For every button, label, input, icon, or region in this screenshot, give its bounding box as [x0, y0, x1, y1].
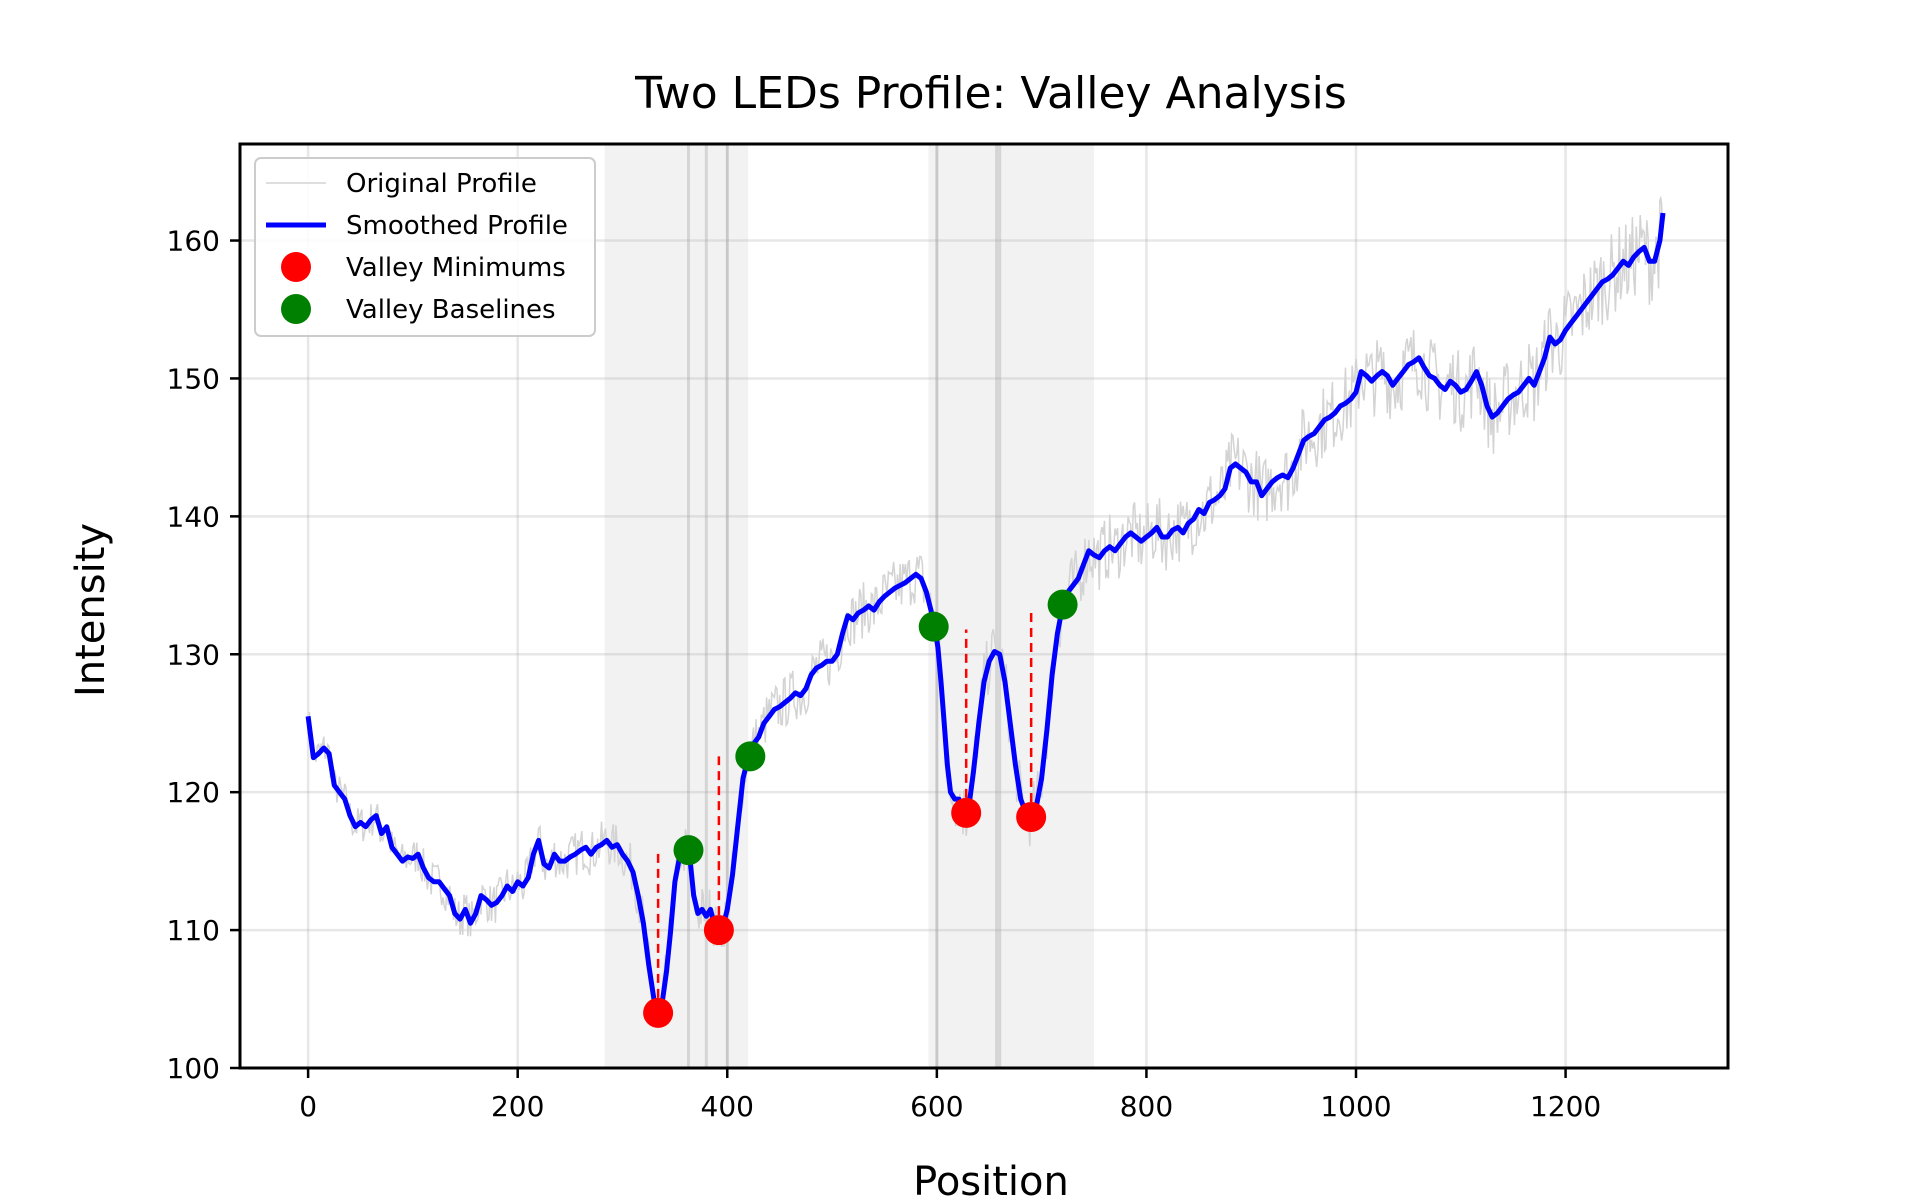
x-tick-label: 800 [1120, 1090, 1173, 1123]
legend-label: Original Profile [346, 169, 537, 199]
y-tick-label: 100 [167, 1052, 220, 1085]
x-tick-label: 600 [910, 1090, 963, 1123]
valley-baseline-point [673, 835, 704, 866]
chart-title: Two LEDs Profile: Valley Analysis [634, 68, 1347, 119]
y-tick-label: 110 [167, 914, 220, 947]
minimum-dash-lines [656, 610, 1033, 1013]
valley-minimum-point [951, 797, 982, 828]
x-tick-label: 200 [491, 1090, 544, 1123]
legend-label: Valley Baselines [346, 295, 556, 325]
x-axis-ticks: 0 200 400 600 800 1000 1200 [299, 1068, 1601, 1123]
legend-box [254, 157, 596, 337]
valley-minimum-point [1016, 802, 1047, 833]
valley-baseline-point [735, 741, 766, 772]
plot-frame [238, 142, 1730, 1070]
valley-minimum-point [643, 997, 674, 1028]
x-tick-label: 400 [701, 1090, 754, 1123]
legend-swatch-marker [281, 252, 311, 282]
y-tick-label: 160 [167, 225, 220, 258]
y-tick-label: 130 [167, 638, 220, 671]
x-tick-label: 1200 [1530, 1090, 1601, 1123]
legend-label: Valley Minimums [346, 253, 566, 283]
y-tick-label: 140 [167, 500, 220, 533]
legend-label: Smoothed Profile [346, 211, 568, 241]
valley-baseline-point [1047, 589, 1078, 620]
legend: Original Profile Smoothed Profile Valley M… [254, 157, 596, 337]
y-axis-label: Intensity [68, 523, 114, 697]
y-tick-label: 150 [167, 362, 220, 395]
valley-baseline-point [918, 611, 949, 642]
valley-markers [643, 589, 1078, 1028]
y-tick-label: 120 [167, 776, 220, 809]
x-tick-label: 0 [299, 1090, 317, 1123]
legend-swatch-marker [281, 294, 311, 324]
x-axis-label: Position [913, 1159, 1069, 1200]
valley-minimum-point [703, 915, 734, 946]
x-tick-label: 1000 [1320, 1090, 1391, 1123]
y-axis-ticks: 100 110 120 130 140 150 160 [167, 225, 240, 1085]
